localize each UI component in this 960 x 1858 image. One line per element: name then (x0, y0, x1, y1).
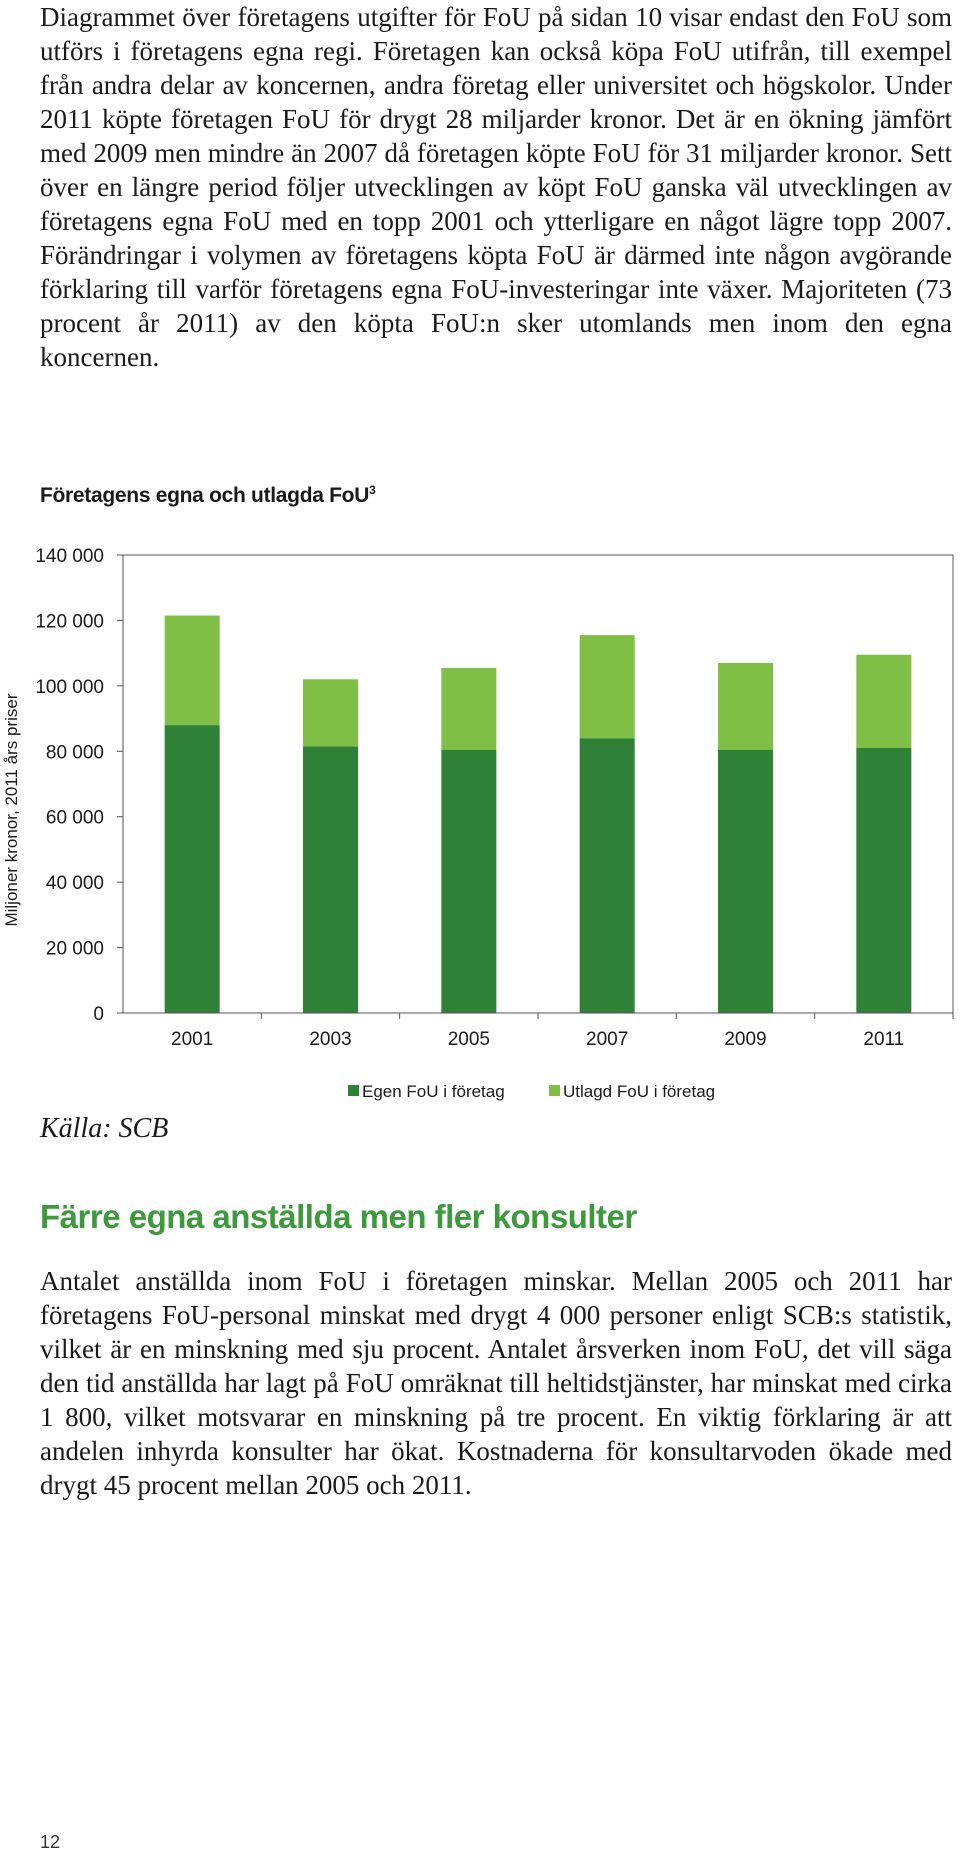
y-tick-label: 0 (93, 1004, 104, 1025)
bar-segment-egen (718, 749, 773, 1013)
chart-title-text: Företagens egna och utlagda FoU (40, 484, 370, 507)
bar-segment-utlagd (718, 662, 773, 750)
x-tick-label: 2011 (863, 1029, 904, 1050)
legend-label-egen: Egen FoU i företag (362, 1082, 505, 1101)
legend-swatch-egen (348, 1085, 359, 1096)
chart-title: Företagens egna och utlagda FoU3 (40, 483, 376, 508)
x-tick-label: 2001 (171, 1029, 213, 1050)
x-tick-label: 2003 (309, 1029, 351, 1050)
chart-source: Källa: SCB (40, 1113, 169, 1144)
x-tick-label: 2009 (724, 1029, 766, 1050)
bar-segment-utlagd (164, 615, 220, 726)
bar-segment-utlagd (441, 667, 497, 750)
body-paragraph: Antalet anställda inom FoU i företagen m… (40, 1266, 952, 1500)
y-tick-label: 40 000 (46, 873, 104, 894)
intro-paragraph: Diagrammet över företagens utgifter för … (40, 2, 952, 372)
y-tick-label: 80 000 (46, 742, 104, 763)
chart-title-footnote: 3 (369, 483, 376, 497)
y-tick-label: 100 000 (35, 677, 104, 698)
x-tick-label: 2005 (448, 1029, 490, 1050)
bar-segment-egen (303, 746, 358, 1013)
page-number: 12 (40, 1832, 61, 1852)
bar-segment-egen (579, 738, 635, 1013)
bar-segment-utlagd (856, 654, 912, 749)
y-tick-label: 60 000 (46, 808, 104, 829)
stacked-bar-chart: Miljoner kronor, 2011 års priser 0 20 000… (2, 546, 954, 1101)
bar-segment-egen (164, 725, 220, 1013)
legend-swatch-utlagd (549, 1085, 560, 1096)
bar-segment-egen (441, 749, 497, 1013)
section-heading: Färre egna anställda men fler konsulter (40, 1198, 637, 1235)
y-tick-label: 120 000 (35, 611, 104, 632)
x-tick-label: 2007 (586, 1029, 628, 1050)
y-tick-label: 140 000 (35, 546, 104, 567)
bar-segment-utlagd (579, 635, 635, 739)
y-tick-label: 20 000 (46, 939, 104, 960)
y-axis-label: Miljoner kronor, 2011 års priser (2, 693, 21, 926)
legend-label-utlagd: Utlagd FoU i företag (563, 1082, 715, 1101)
bar-segment-egen (856, 748, 912, 1013)
bar-segment-utlagd (303, 679, 358, 747)
